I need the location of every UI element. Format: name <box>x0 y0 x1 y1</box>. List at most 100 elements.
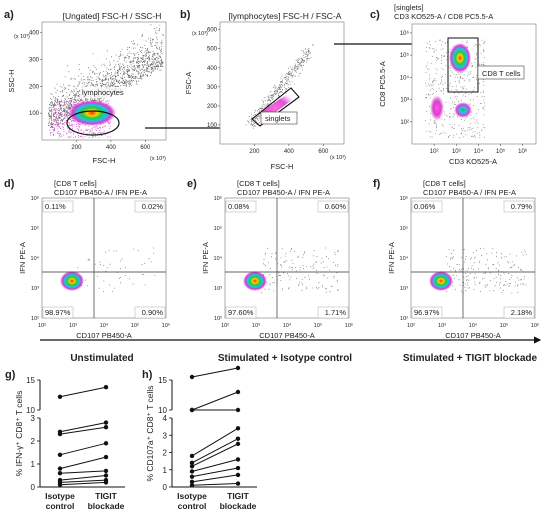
panel-e-title-1: [CD8 T cells] <box>237 179 280 188</box>
y-tick-label: 3 <box>31 414 36 423</box>
category-label: blockade <box>220 501 257 511</box>
data-point <box>103 425 109 430</box>
y-tick-label: 10 <box>26 406 35 415</box>
y-tick-label: 10⁵ <box>400 225 408 232</box>
y-tick-label: 10² <box>214 316 222 322</box>
cd4-cluster <box>454 102 472 118</box>
series-line <box>191 474 239 483</box>
data-point <box>189 469 195 474</box>
data-point <box>235 481 241 486</box>
panel-f-plot <box>410 197 536 319</box>
quadrant-lr-value: 0.90% <box>142 308 164 317</box>
y-tick-label: 10 <box>158 406 167 415</box>
x-tick-label: 10³ <box>69 323 77 329</box>
category-label: control <box>46 501 75 511</box>
panel-d-title-2: CD107 PB450-A / IFN PE-A <box>54 188 147 197</box>
category-label: TIGIT <box>227 491 250 501</box>
data-point <box>235 441 241 447</box>
data-point <box>235 472 241 478</box>
panel-b-ticks: 200 400 600 100 200 300 400 500 600 <box>207 28 329 155</box>
y-tick-label: 200 <box>207 104 218 110</box>
label-unstimulated: Unstimulated <box>70 353 133 364</box>
x-tick-label: 10⁴ <box>283 322 292 329</box>
y-tick-label: 10⁴ <box>400 74 410 81</box>
y-tick-label: 10⁶ <box>214 195 222 202</box>
data-point <box>235 436 241 441</box>
data-point <box>235 465 241 471</box>
y-tick-label: 10² <box>400 316 408 322</box>
y-tick-label: 10² <box>400 120 409 126</box>
data-point <box>189 453 195 459</box>
series-line <box>191 467 239 478</box>
x-tick-label: 10⁴ <box>100 322 109 329</box>
data-point <box>103 473 109 478</box>
panel-e-title-2: CD107 PB450-A / IFN PE-A <box>237 188 330 197</box>
chart-g: g) 0 1 2 310 15% IFN-γ⁺ CD8⁺ T cells Isotypeco… <box>5 369 125 511</box>
y-tick-label: 0 <box>163 483 168 492</box>
panel-b-title: [lymphocytes] FSC-H / FSC-A <box>229 11 342 21</box>
data-point <box>57 431 63 437</box>
label-isotype: Stimulated + Isotype control <box>218 353 352 364</box>
y-tick-label: 600 <box>207 28 218 34</box>
data-point <box>189 483 195 488</box>
quadrant-ul-value: 0.11% <box>45 202 66 211</box>
panel-f-title-1: [CD8 T cells] <box>423 179 466 188</box>
singlet-gate-label: singlets <box>265 114 291 123</box>
x-tick-label: 10⁶ <box>345 322 353 329</box>
y-tick-label: 100 <box>29 111 40 117</box>
x-tick-label: 600 <box>140 145 151 151</box>
panel-b-xunit: (x 10³) <box>330 155 346 161</box>
quadrant-ur-value: 0.79% <box>511 202 533 211</box>
y-tick-label: 10⁶ <box>400 195 408 202</box>
x-tick-label: 10² <box>430 149 439 155</box>
x-tick-label: 400 <box>284 149 295 155</box>
quadrant-ur-value: 0.02% <box>142 202 164 211</box>
x-tick-label: 10⁶ <box>518 148 528 155</box>
panel-a-ylabel: SSC-H <box>7 69 16 92</box>
category-label: TIGIT <box>95 491 118 501</box>
quadrant-ur-value: 0.60% <box>325 202 347 211</box>
y-tick-label: 100 <box>207 123 218 129</box>
panel-a-xlabel: FSC-H <box>93 156 116 165</box>
x-tick-label: 10² <box>38 323 46 329</box>
y-tick-label: 15 <box>26 376 35 385</box>
chart-h: h) 0 1 2 3 410 15% CD107a⁺ CD8⁺ T cells Isotype… <box>142 365 257 511</box>
x-tick-label: 10³ <box>452 149 461 155</box>
series-line <box>59 442 107 456</box>
y-tick-label: 10² <box>31 316 39 322</box>
x-tick-label: 10⁵ <box>496 148 506 155</box>
y-tick-label: 400 <box>207 66 218 72</box>
series-line <box>191 438 239 464</box>
panel-c-title-2: CD3 KO525-A / CD8 PC5.5-A <box>394 12 493 21</box>
series-line <box>59 386 107 398</box>
data-point <box>103 441 109 446</box>
series-line <box>191 391 239 411</box>
y-tick-label: 300 <box>207 85 218 91</box>
data-point <box>235 426 241 431</box>
cd8-population-cluster <box>243 271 267 291</box>
series-line <box>59 456 107 470</box>
cd8-population-cluster <box>60 271 84 291</box>
series-line <box>59 475 107 481</box>
y-tick-label: 10⁴ <box>214 255 223 262</box>
panel-d-xlabel: CD107 PB450-A <box>76 331 131 340</box>
panel-c-title-1: [singlets] <box>394 3 424 12</box>
series-line <box>59 479 107 483</box>
panel-b: b) [lymphocytes] FSC-H / FSC-A singlets … <box>180 9 346 171</box>
panel-a-letter: a) <box>4 9 14 21</box>
category-label: Isotype <box>177 491 207 501</box>
panel-a: a) [Ungated] FSC-H / SSC-H lymphocytes S… <box>4 9 167 165</box>
quadrant-ul-value: 0.06% <box>414 202 436 211</box>
panel-f-letter: f) <box>373 178 381 190</box>
series-line <box>59 422 107 433</box>
quadrant-lr-value: 2.18% <box>511 308 533 317</box>
data-point <box>57 452 63 457</box>
series-line <box>59 426 107 435</box>
quadrant-ll-value: 97.60% <box>228 308 254 317</box>
data-point <box>103 420 109 425</box>
y-tick-label: 10³ <box>31 286 39 292</box>
data-point <box>103 480 109 485</box>
quadrant-ll-value: 98.97% <box>45 308 71 317</box>
data-point <box>103 385 109 390</box>
y-tick-label: 10³ <box>400 98 409 104</box>
